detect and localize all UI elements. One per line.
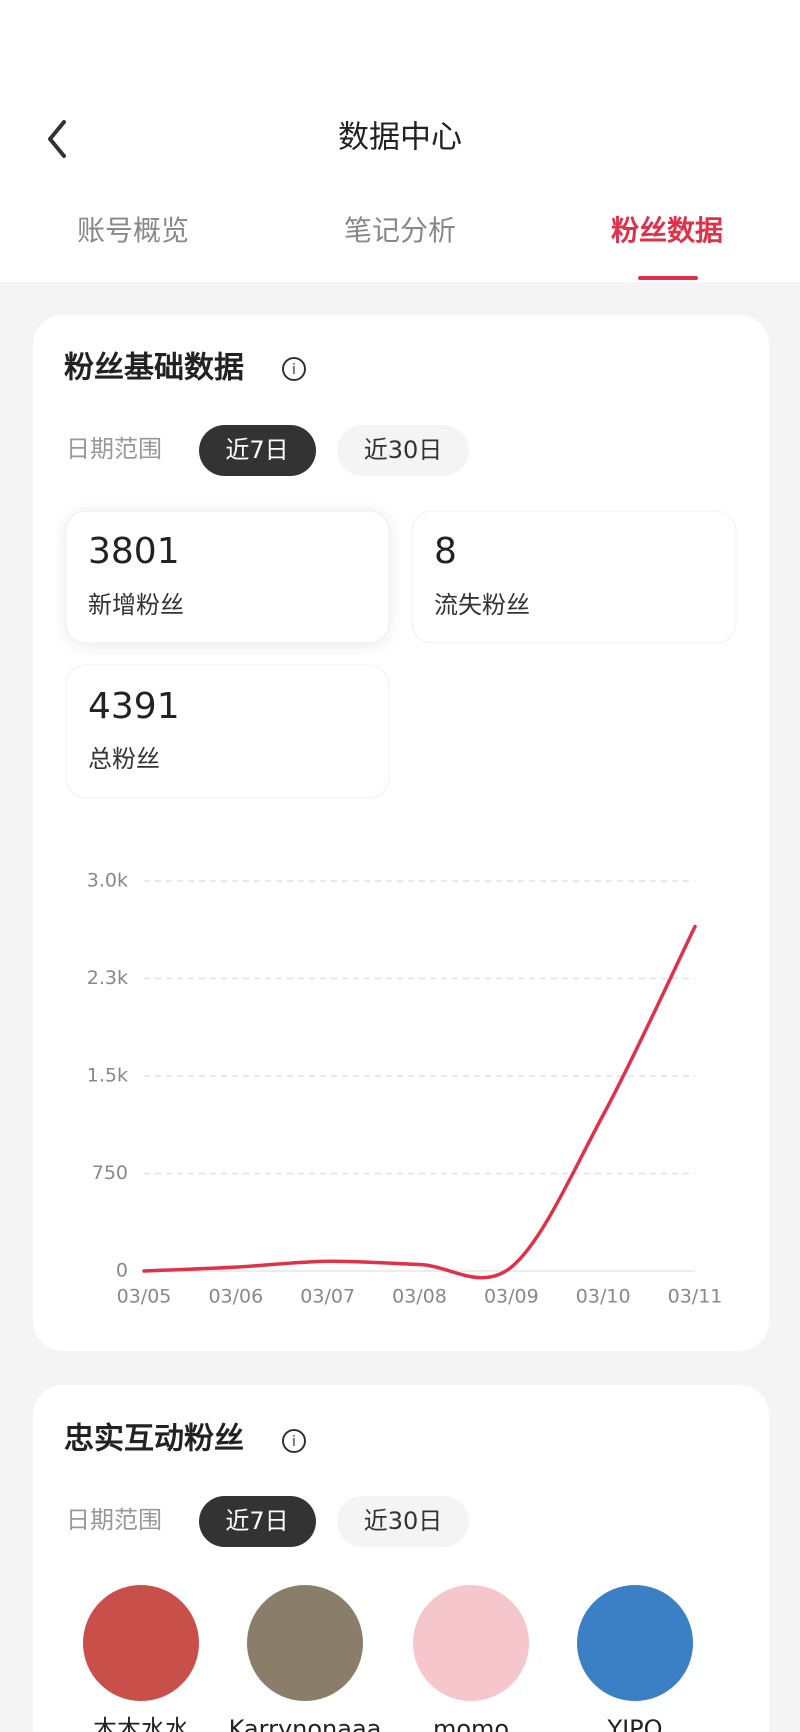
range-pill[interactable] — [337, 1496, 469, 1547]
header-bg — [0, 0, 800, 282]
fan-name: Karrynonaaa — [229, 1715, 382, 1732]
stat-box — [65, 664, 390, 799]
info-icon[interactable] — [282, 357, 306, 381]
range-pill-active[interactable] — [199, 425, 316, 476]
info-icon-glyph: i — [292, 1434, 296, 1450]
page-title: 数据中心 — [338, 120, 462, 156]
fan-name: YIPO — [606, 1715, 662, 1732]
range-label: 近7日 — [225, 1507, 288, 1535]
fan-avatar[interactable] — [247, 1585, 363, 1701]
range-label: 近30日 — [364, 1507, 443, 1535]
back-button[interactable] — [48, 120, 66, 158]
fan-avatar[interactable] — [83, 1585, 199, 1701]
tab[interactable]: 笔记分析 — [344, 214, 456, 247]
stat-label: 流失粉丝 — [434, 591, 530, 619]
fan-avatar[interactable] — [577, 1585, 693, 1701]
tab-active[interactable]: 粉丝数据 — [611, 214, 723, 247]
line-chart: 0 750 1.5k 2.3k 3.0k 03/05 03/06 03/07 03/08 03/0… — [87, 870, 723, 1308]
x-tick-label: 03/05 — [117, 1286, 172, 1308]
fan-avatar[interactable] — [413, 1585, 529, 1701]
y-tick-label: 1.5k — [87, 1065, 128, 1087]
info-icon[interactable] — [282, 1429, 306, 1453]
line-series — [142, 924, 697, 1280]
range-label: 近30日 — [364, 436, 443, 464]
y-tick-label: 2.3k — [87, 967, 128, 989]
stat-box — [65, 510, 390, 644]
stat-label: 新增粉丝 — [88, 591, 184, 619]
fan-name: 木木水水 — [93, 1715, 189, 1732]
stat-value: 8 — [434, 531, 457, 572]
x-tick-label: 03/08 — [392, 1286, 447, 1308]
stat-value: 4391 — [88, 686, 180, 727]
y-tick-label: 3.0k — [87, 870, 128, 892]
stat-label: 总粉丝 — [88, 745, 160, 773]
range-pill-active[interactable] — [199, 1496, 316, 1547]
x-tick-label: 03/07 — [300, 1286, 355, 1308]
stat-value: 3801 — [88, 531, 180, 572]
tab-underline — [638, 276, 698, 280]
stat-box — [411, 510, 737, 644]
tab[interactable]: 账号概览 — [77, 214, 189, 247]
date-label: 日期范围 — [66, 1506, 162, 1534]
x-tick-label: 03/06 — [208, 1286, 263, 1308]
section-title: 忠实互动粉丝 — [64, 1422, 244, 1457]
range-label: 近7日 — [225, 436, 288, 464]
x-tick-label: 03/11 — [668, 1286, 723, 1308]
x-tick-label: 03/10 — [576, 1286, 631, 1308]
y-tick-label: 750 — [92, 1162, 128, 1184]
info-icon-glyph: i — [292, 362, 296, 378]
date-label: 日期范围 — [66, 435, 162, 463]
section-title: 粉丝基础数据 — [64, 351, 244, 386]
x-tick-label: 03/09 — [484, 1286, 539, 1308]
fan-name: momo — [433, 1715, 509, 1732]
fan-list: 木木水水 Karrynonaaa momo YIPO — [83, 1585, 693, 1732]
y-tick-label: 0 — [116, 1260, 128, 1282]
range-pill[interactable] — [337, 425, 469, 476]
